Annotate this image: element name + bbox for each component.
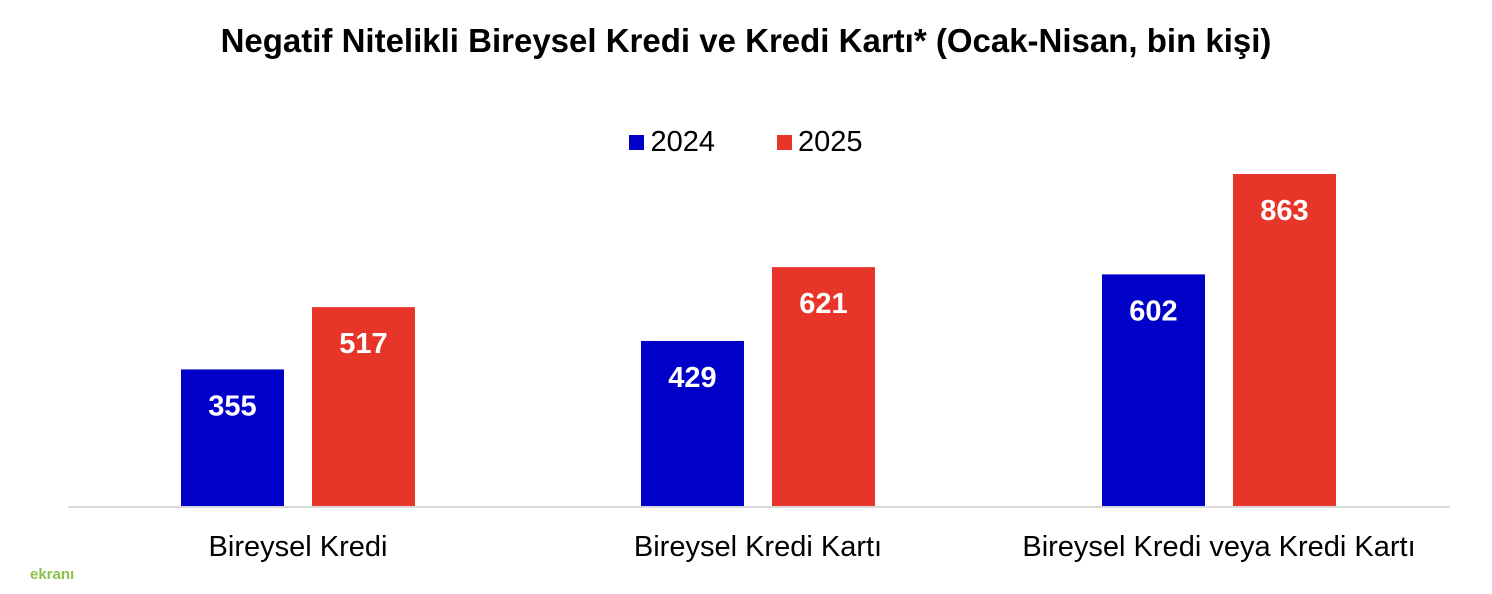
bar-2024-2 bbox=[641, 340, 744, 506]
watermark-logo: ekranı bbox=[30, 566, 75, 583]
legend-swatch-2024 bbox=[629, 135, 645, 150]
legend: 2024 2025 bbox=[0, 126, 1492, 159]
data-label-2025-3: 863 bbox=[1260, 195, 1308, 227]
bar-2025-1 bbox=[312, 307, 415, 506]
legend-item-2025: 2025 bbox=[777, 126, 863, 159]
legend-item-2024: 2024 bbox=[629, 126, 715, 159]
bar-2024-1 bbox=[181, 369, 284, 506]
bar-2024-3 bbox=[1102, 274, 1205, 506]
legend-label-2025: 2025 bbox=[798, 126, 863, 158]
data-label-2024-1: 355 bbox=[208, 390, 256, 422]
data-label-2024-2: 429 bbox=[668, 362, 716, 394]
bar-2025-2 bbox=[772, 267, 875, 506]
bar-2025-3 bbox=[1233, 174, 1336, 506]
legend-swatch-2025 bbox=[777, 135, 792, 150]
data-label-2024-3: 602 bbox=[1129, 295, 1177, 327]
chart-title: Negatif Nitelikli Bireysel Kredi ve Kred… bbox=[220, 22, 1272, 59]
data-label-2025-1: 517 bbox=[339, 328, 387, 360]
legend-label-2024: 2024 bbox=[650, 126, 715, 158]
category-label-3: Bireysel Kredi veya Kredi Kartı bbox=[1022, 531, 1415, 563]
data-label-2025-2: 621 bbox=[799, 288, 847, 320]
category-label-2: Bireysel Kredi Kartı bbox=[634, 531, 882, 563]
category-label-1: Bireysel Kredi bbox=[209, 531, 388, 563]
